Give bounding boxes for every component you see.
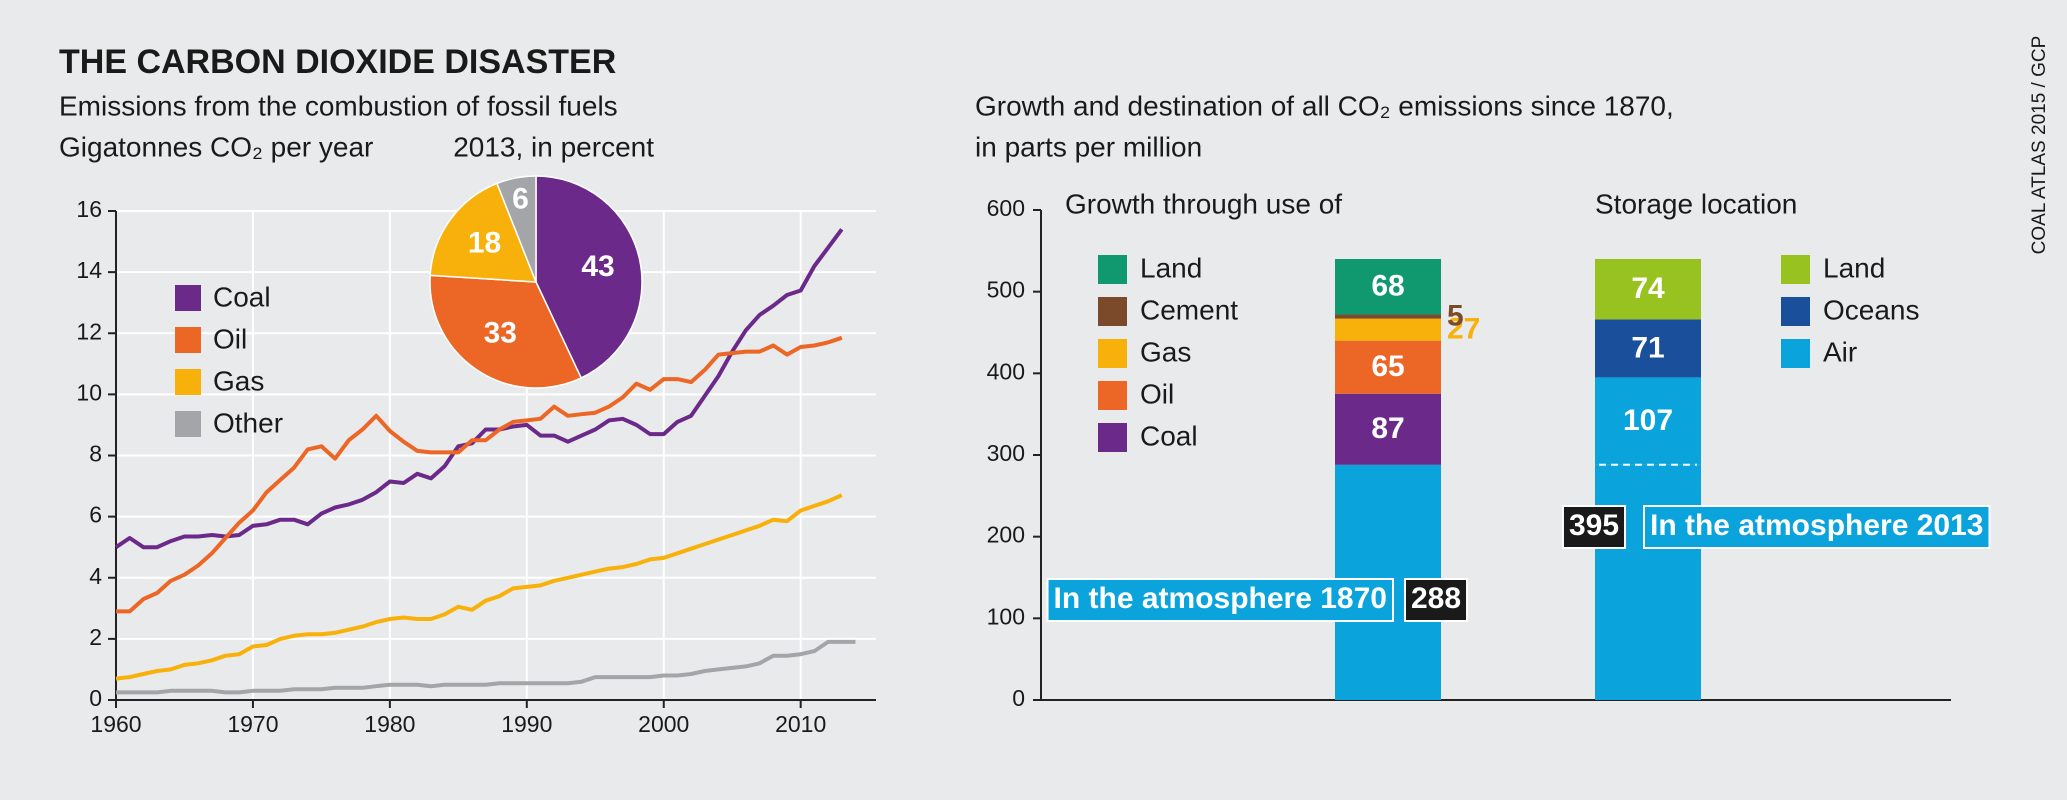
data-label: 74 (1631, 272, 1665, 305)
y-tick-label: 10 (76, 379, 102, 405)
data-label: 5 (1447, 299, 1464, 332)
legend-label: Land (1823, 252, 1885, 283)
data-label: 71 (1631, 331, 1664, 364)
legend-swatch (175, 369, 201, 395)
x-tick-label: 2000 (638, 711, 689, 737)
y-tick-label: 200 (987, 522, 1025, 548)
y-tick-label: 0 (89, 685, 102, 711)
data-label: 107 (1623, 404, 1673, 437)
legend-swatch (1781, 255, 1810, 284)
bar-segment (1335, 259, 1441, 315)
annotation-value-box (1561, 505, 1627, 549)
x-tick-label: 1980 (364, 711, 415, 737)
pie-slice (535, 175, 643, 379)
bar-segment (1335, 314, 1441, 319)
legend-swatch (175, 411, 201, 437)
legend-label: Coal (213, 281, 271, 312)
legend-label: Oil (213, 323, 247, 354)
data-label: 65 (1371, 350, 1404, 383)
annotation-value-box (1403, 578, 1469, 622)
legend-label: Oceans (1823, 294, 1920, 325)
legend-swatch (1781, 297, 1810, 326)
data-label: 87 (1371, 412, 1404, 445)
annotation-value: 395 (1569, 509, 1619, 542)
x-tick-label: 1960 (90, 711, 141, 737)
y-tick-label: 500 (987, 277, 1025, 303)
y-tick-label: 14 (76, 257, 102, 283)
pie-title: 2013, in percent (453, 131, 654, 162)
y-tick-label: 400 (987, 358, 1025, 384)
y-tick-label: 0 (1012, 685, 1025, 711)
y-tick-label: 16 (76, 196, 102, 222)
legend-swatch (175, 285, 201, 311)
y-label: Gigatonnes CO₂ per year (59, 131, 373, 162)
legend-label: Gas (213, 365, 264, 396)
legend-swatch (1098, 297, 1127, 326)
legend-swatch (175, 327, 201, 353)
pie-slice (429, 274, 583, 389)
bar-segment (1595, 259, 1701, 320)
bar-segment (1335, 393, 1441, 465)
line-series (114, 228, 844, 550)
y-tick-label: 100 (987, 603, 1025, 629)
legend-swatch (1098, 339, 1127, 368)
x-tick-label: 1970 (227, 711, 278, 737)
legend-swatch (1098, 423, 1127, 452)
annotation-box (1046, 578, 1394, 622)
line-series (115, 493, 843, 681)
legend-label: Air (1823, 336, 1857, 367)
annotation: In the atmosphere 1870 (1054, 582, 1387, 615)
bar-segment (1335, 340, 1441, 394)
y-tick-label: 8 (89, 441, 102, 467)
legend-label: Gas (1140, 336, 1191, 367)
pie-label: 6 (512, 183, 529, 216)
data-label: 68 (1371, 270, 1404, 303)
legend-label: Cement (1140, 294, 1238, 325)
data-label: 27 (1447, 313, 1480, 346)
bar-segment (1595, 377, 1701, 465)
annotation: In the atmosphere 2013 (1650, 509, 1983, 542)
bar-heading: Storage location (1595, 188, 1797, 219)
legend-label: Land (1140, 252, 1202, 283)
bar-segment (1595, 319, 1701, 378)
x-tick-label: 2010 (775, 711, 826, 737)
y-tick-label: 2 (89, 624, 102, 650)
pie-slice (429, 182, 538, 283)
legend-swatch (1781, 339, 1810, 368)
x-tick-label: 1990 (501, 711, 552, 737)
annotation-value: 288 (1411, 582, 1461, 615)
y-tick-label: 4 (89, 563, 102, 589)
legend-label: Oil (1140, 378, 1174, 409)
legend-label: Coal (1140, 420, 1198, 451)
line-series (116, 639, 856, 695)
y-tick-label: 12 (76, 318, 102, 344)
source: COAL ATLAS 2015 / GCP (2029, 36, 2050, 255)
bar-title: Growth and destination of all CO₂ emissi… (975, 90, 1674, 121)
pie-label: 18 (468, 227, 501, 260)
bar-segment (1335, 318, 1441, 341)
title: THE CARBON DIOXIDE DISASTER (59, 43, 616, 81)
bar-title: in parts per million (975, 131, 1202, 162)
line-title: Emissions from the combustion of fossil … (59, 90, 618, 121)
bar-segment (1595, 464, 1701, 700)
y-tick-label: 300 (987, 440, 1025, 466)
pie-label: 43 (581, 250, 614, 283)
y-tick-label: 600 (987, 195, 1025, 221)
pie-slice (496, 175, 537, 283)
pie-label: 33 (484, 317, 517, 350)
legend-swatch (1098, 381, 1127, 410)
line-series (116, 335, 843, 614)
legend-label: Other (213, 407, 283, 438)
annotation-box (1643, 505, 1991, 549)
legend-swatch (1098, 255, 1127, 284)
bar-heading: Growth through use of (1065, 188, 1342, 219)
y-tick-label: 6 (89, 502, 102, 528)
